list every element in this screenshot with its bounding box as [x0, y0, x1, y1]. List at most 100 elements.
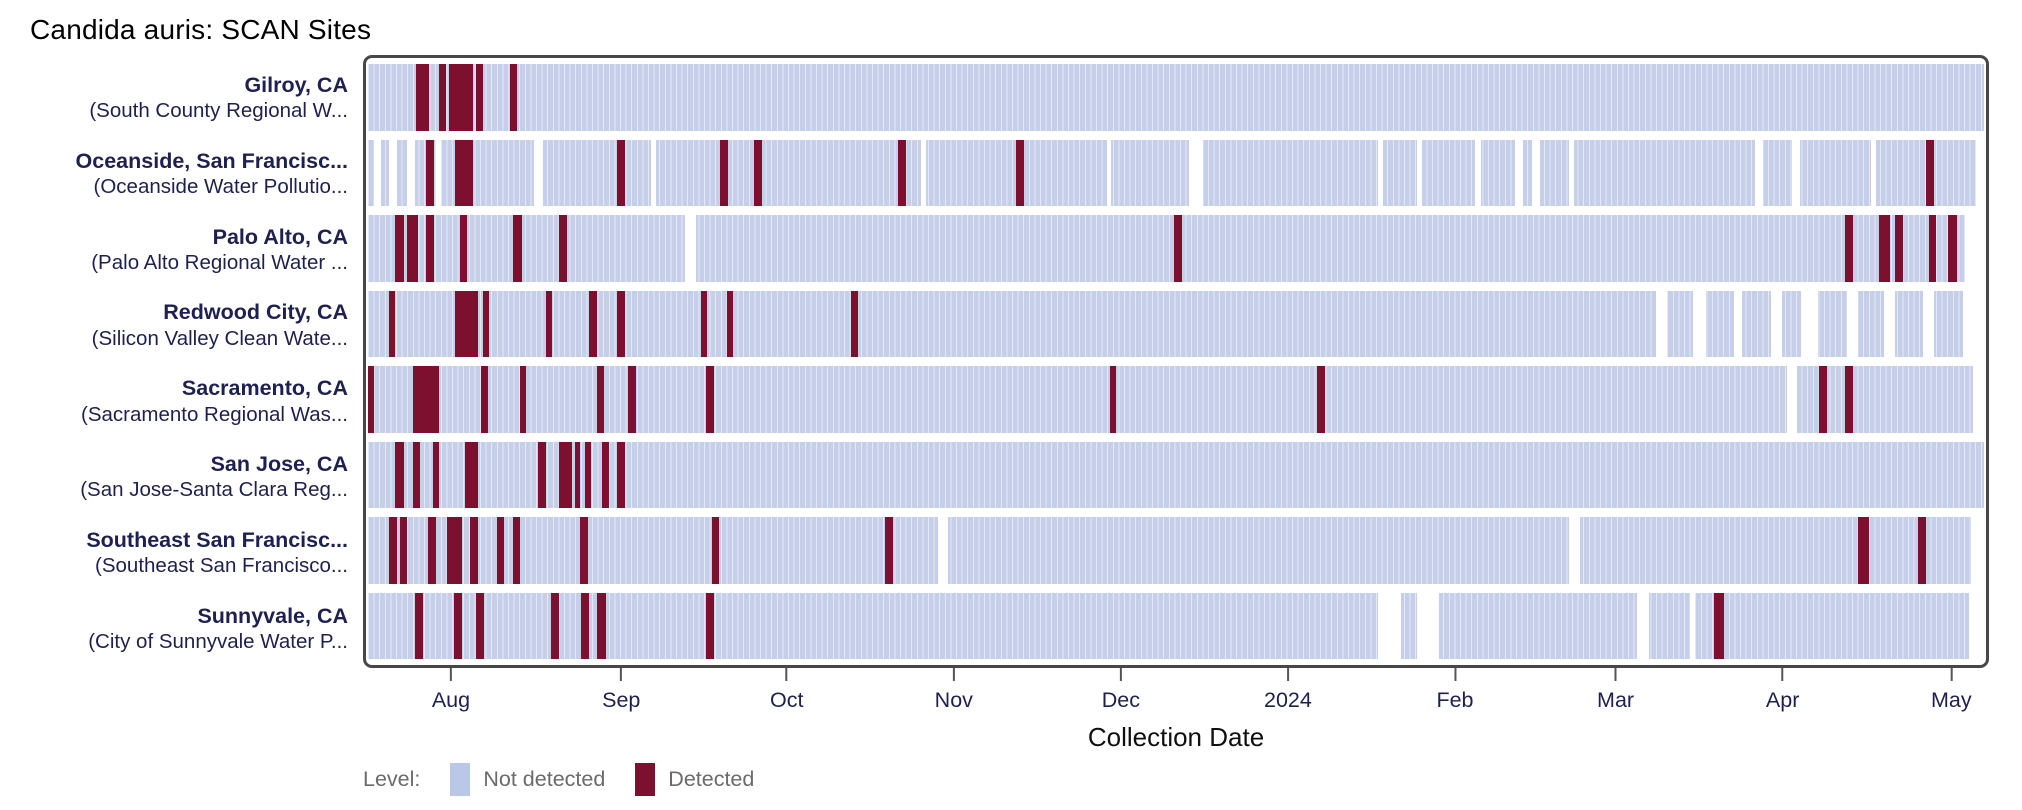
detected-bar	[1948, 215, 1957, 282]
no-data-gap	[1568, 139, 1574, 206]
detected-bar	[726, 290, 734, 357]
detected-bar	[1845, 215, 1854, 282]
x-tick: Oct	[770, 668, 803, 713]
x-tick-mark	[620, 668, 623, 681]
detected-bar	[712, 517, 719, 584]
detected-bar	[1016, 139, 1025, 206]
x-tick-mark	[1950, 668, 1953, 681]
no-data-gap	[1962, 290, 1984, 357]
detected-bar	[476, 592, 485, 659]
x-tick-label: Nov	[934, 688, 973, 712]
no-data-gap	[1106, 139, 1112, 206]
x-tick-label: Aug	[431, 688, 471, 712]
detected-bar	[389, 517, 398, 584]
site-label: Sacramento, CA (Sacramento Regional Was..…	[0, 368, 348, 435]
x-tick: Sep	[602, 668, 640, 713]
no-data-gap	[1883, 290, 1896, 357]
x-tick-label: Feb	[1436, 688, 1474, 712]
x-tick-label: Sep	[602, 688, 641, 712]
x-tick-mark	[785, 668, 788, 681]
no-data-gap	[1636, 592, 1650, 659]
detected-bar	[1316, 366, 1325, 433]
detected-bar	[584, 441, 591, 508]
detected-bar	[545, 290, 553, 357]
plot-area	[363, 55, 1989, 668]
site-label: Palo Alto, CA (Palo Alto Regional Water .…	[0, 216, 348, 283]
detected-bar	[416, 64, 430, 131]
legend-label-not-detected: Not detected	[483, 767, 606, 791]
detected-bar	[476, 64, 483, 131]
x-axis-ticks: Aug Sep Oct Nov Dec 2024 Feb Mar Apr May	[365, 668, 1987, 732]
detected-bar	[413, 366, 440, 433]
detected-bar	[368, 366, 374, 433]
detected-bar	[1917, 517, 1926, 584]
site-label-city: Sunnyvale, CA	[197, 603, 348, 628]
detected-bar	[455, 139, 474, 206]
site-label-facility: (South County Regional W...	[89, 99, 348, 123]
detected-bar	[851, 290, 858, 357]
site-label-facility: (City of Sunnyvale Water P...	[88, 630, 348, 654]
site-row	[368, 215, 1984, 282]
site-label-city: San Jose, CA	[210, 452, 348, 477]
detected-bar	[510, 64, 517, 131]
x-tick: Nov	[935, 668, 973, 713]
no-data-gap	[435, 139, 441, 206]
site-labels: Gilroy, CA (South County Regional W... Oce…	[0, 55, 348, 668]
x-tick: Aug	[432, 668, 470, 713]
legend-swatch-not-detected	[450, 763, 471, 796]
no-data-gap	[406, 139, 415, 206]
site-label: Oceanside, San Francisc... (Oceanside Wat…	[0, 140, 348, 207]
no-data-gap	[1786, 366, 1797, 433]
no-data-gap	[1378, 592, 1401, 659]
x-tick-mark	[952, 668, 955, 681]
no-data-gap	[1754, 139, 1763, 206]
no-data-gap	[1378, 139, 1383, 206]
no-data-gap	[1531, 139, 1540, 206]
x-tick-mark	[1286, 668, 1289, 681]
detected-bar	[537, 441, 546, 508]
detected-bar	[628, 366, 637, 433]
detected-bar	[426, 215, 435, 282]
no-data-gap	[920, 139, 926, 206]
detected-bar	[885, 517, 894, 584]
detected-bar	[720, 139, 729, 206]
site-label-facility: (Southeast San Francisco...	[95, 554, 348, 578]
detected-bar	[574, 441, 580, 508]
detected-bar	[460, 215, 467, 282]
no-data-gap	[938, 517, 949, 584]
site-label: San Jose, CA (San Jose-Santa Clara Reg...	[0, 443, 348, 510]
site-label-city: Gilroy, CA	[244, 72, 348, 97]
x-tick-label: Dec	[1101, 688, 1140, 712]
no-data-gap	[1655, 290, 1668, 357]
x-tick-label: Oct	[769, 688, 804, 712]
site-label-city: Redwood City, CA	[163, 300, 348, 325]
no-data-gap	[1416, 592, 1440, 659]
x-axis-title: Collection Date	[1087, 722, 1265, 752]
no-data-gap	[1733, 290, 1742, 357]
detected-bar	[1845, 366, 1854, 433]
no-data-gap	[1474, 139, 1482, 206]
legend-swatch-detected	[635, 763, 656, 796]
detected-bar	[455, 290, 478, 357]
detected-bar	[1895, 215, 1904, 282]
detected-bar	[754, 139, 763, 206]
detected-bar	[389, 290, 396, 357]
detected-bar	[1878, 215, 1891, 282]
detected-bar	[395, 441, 404, 508]
x-tick-label: Apr	[1765, 688, 1800, 712]
x-tick-mark	[1614, 668, 1617, 681]
x-tick-label: 2024	[1263, 688, 1312, 712]
detected-bar	[1714, 592, 1724, 659]
detected-bar	[448, 64, 474, 131]
no-data-gap	[1689, 592, 1695, 659]
x-tick: 2024	[1264, 668, 1312, 713]
site-label-city: Oceanside, San Francisc...	[75, 148, 348, 173]
no-data-gap	[1693, 290, 1707, 357]
site-row	[368, 139, 1984, 206]
no-data-gap	[1801, 290, 1818, 357]
site-label: Sunnyvale, CA (City of Sunnyvale Water P.…	[0, 595, 348, 662]
no-data-gap	[1922, 290, 1934, 357]
detected-bar	[453, 592, 462, 659]
site-label: Redwood City, CA (Silicon Valley Clean Wa…	[0, 292, 348, 359]
site-label-facility: (Palo Alto Regional Water ...	[91, 250, 348, 274]
